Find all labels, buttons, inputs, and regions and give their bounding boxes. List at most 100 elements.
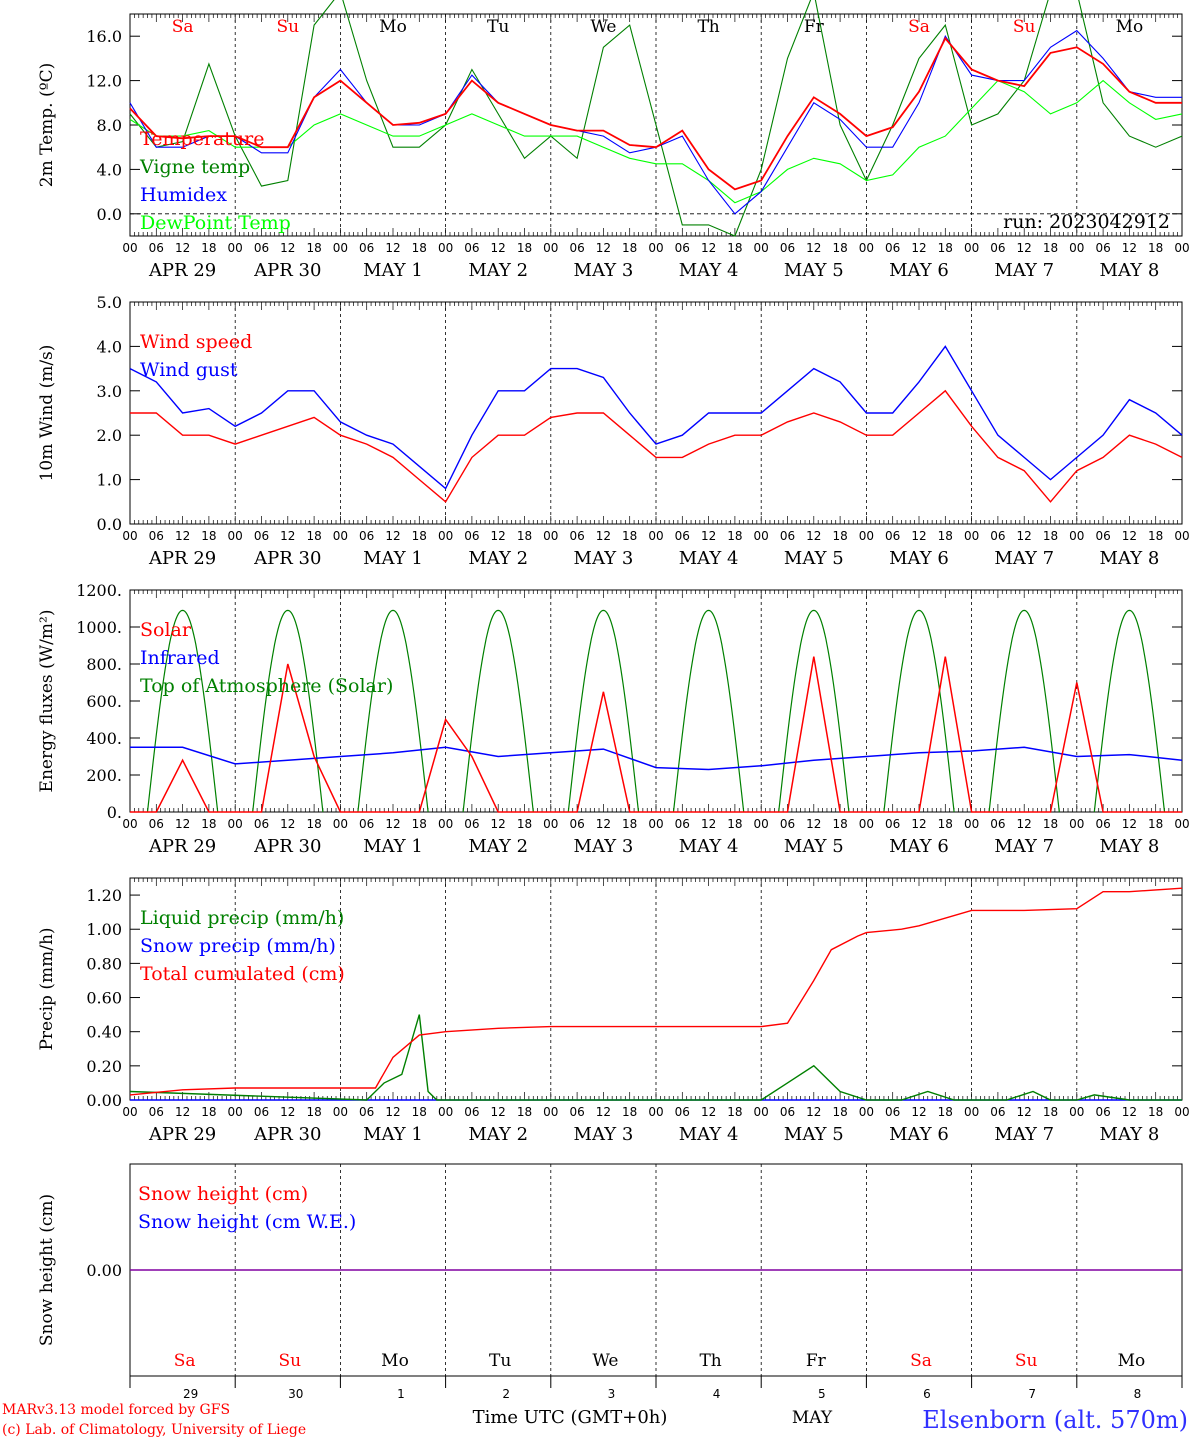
hour-tick-label: 00 [754,817,769,831]
y-tick-label: 1200. [76,581,122,600]
bottom-weekday-label: Tu [489,1351,511,1371]
hour-tick-label: 00 [228,1105,243,1119]
hour-tick-label: 18 [1148,241,1163,255]
hour-tick-label: 00 [1069,241,1084,255]
hour-tick-label: 06 [885,529,900,543]
series-line-temperature [129,36,1182,191]
hour-tick-label: 06 [359,1105,374,1119]
hour-tick-label: 12 [1017,1105,1032,1119]
hour-tick-label: 18 [1148,1105,1163,1119]
y-tick-label: 0.0 [97,515,122,534]
hour-tick-label: 12 [1122,241,1137,255]
hour-tick-label: 18 [306,241,321,255]
hour-tick-label: 18 [1148,817,1163,831]
hour-tick-label: 12 [280,817,295,831]
hour-tick-label: 12 [701,817,716,831]
hour-tick-label: 18 [832,1105,847,1119]
hour-tick-label: 06 [780,1105,795,1119]
hour-tick-label: 00 [333,1105,348,1119]
hour-tick-label: 00 [228,241,243,255]
series-line-toa-solar [778,609,850,813]
hour-tick-label: 18 [201,1105,216,1119]
hour-tick-label: 00 [438,817,453,831]
y-tick-label: 800. [86,655,122,674]
date-label: MAY 8 [1100,548,1160,569]
date-label: APR 30 [253,548,321,569]
hour-tick-label: 00 [122,817,137,831]
hour-tick-label: 06 [464,1105,479,1119]
date-label: APR 29 [148,260,216,281]
legend-entry: Snow height (cm W.E.) [138,1211,356,1233]
y-tick-label: 400. [86,729,122,748]
hour-tick-label: 06 [675,529,690,543]
hour-tick-label: 18 [832,529,847,543]
hour-tick-label: 12 [280,1105,295,1119]
hour-tick-label: 18 [517,1105,532,1119]
date-label: MAY 5 [784,260,844,281]
series-line-liquid-precip-mm-h- [129,1014,1182,1101]
hour-tick-label: 12 [491,1105,506,1119]
station-label: Elsenborn (alt. 570m) [922,1406,1188,1434]
y-tick-label: 0.40 [86,1023,122,1042]
hour-tick-label: 00 [964,241,979,255]
bottom-weekday-label: Mo [381,1351,409,1371]
hour-tick-label: 06 [780,529,795,543]
hour-tick-label: 12 [491,817,506,831]
hour-tick-label: 18 [832,817,847,831]
date-label: APR 30 [253,836,321,857]
y-axis-title: Energy fluxes (W/m²) [37,610,57,793]
hour-tick-label: 18 [517,241,532,255]
weekday-label: Sa [172,17,194,37]
hour-tick-label: 18 [622,529,637,543]
series-line-vigne-temp [129,0,1183,237]
hour-tick-label: 06 [254,817,269,831]
date-label: MAY 8 [1100,260,1160,281]
bottom-day-number: 8 [1134,1387,1142,1401]
hour-tick-label: 18 [622,817,637,831]
hour-tick-label: 18 [201,241,216,255]
weekday-label: We [590,17,616,37]
hour-tick-label: 12 [701,1105,716,1119]
hour-tick-label: 18 [412,817,427,831]
hour-tick-label: 06 [780,241,795,255]
date-label: MAY 1 [363,1124,423,1145]
legend-entry: Snow precip (mm/h) [140,935,336,957]
hour-tick-label: 00 [333,241,348,255]
hour-tick-label: 00 [1069,529,1084,543]
hour-tick-label: 18 [727,529,742,543]
hour-tick-label: 06 [780,817,795,831]
bottom-day-number: 1 [397,1387,405,1401]
hour-tick-label: 18 [1043,1105,1058,1119]
hour-tick-label: 12 [385,1105,400,1119]
series-line-toa-solar [567,609,640,813]
hour-tick-label: 06 [569,529,584,543]
hour-tick-label: 06 [569,241,584,255]
bottom-weekday-label: Sa [910,1351,932,1371]
hour-tick-label: 12 [911,529,926,543]
hour-tick-label: 12 [596,241,611,255]
y-tick-label: 1.20 [86,886,122,905]
hour-tick-label: 18 [1043,529,1058,543]
date-label: MAY 1 [363,260,423,281]
date-label: MAY 1 [363,548,423,569]
date-label: APR 30 [253,260,321,281]
y-tick-label: 0.80 [86,954,122,973]
hour-tick-label: 12 [280,529,295,543]
run-label: run: 2023042912 [1003,211,1170,233]
legend-entry: Liquid precip (mm/h) [140,907,344,929]
bottom-day-number: 3 [608,1387,616,1401]
series-line-infrared [130,746,1183,771]
date-label: APR 30 [253,1124,321,1145]
legend-entry: Humidex [140,184,227,206]
series-line-toa-solar [357,609,429,813]
hour-tick-label: 18 [306,529,321,543]
hour-tick-label: 06 [885,1105,900,1119]
hour-tick-label: 00 [543,1105,558,1119]
hour-tick-label: 12 [911,241,926,255]
legend-entry: Infrared [140,647,220,669]
hour-tick-label: 12 [701,241,716,255]
bottom-day-number: 29 [183,1387,198,1401]
hour-tick-label: 00 [859,529,874,543]
hour-tick-label: 18 [1043,817,1058,831]
hour-tick-label: 12 [701,529,716,543]
